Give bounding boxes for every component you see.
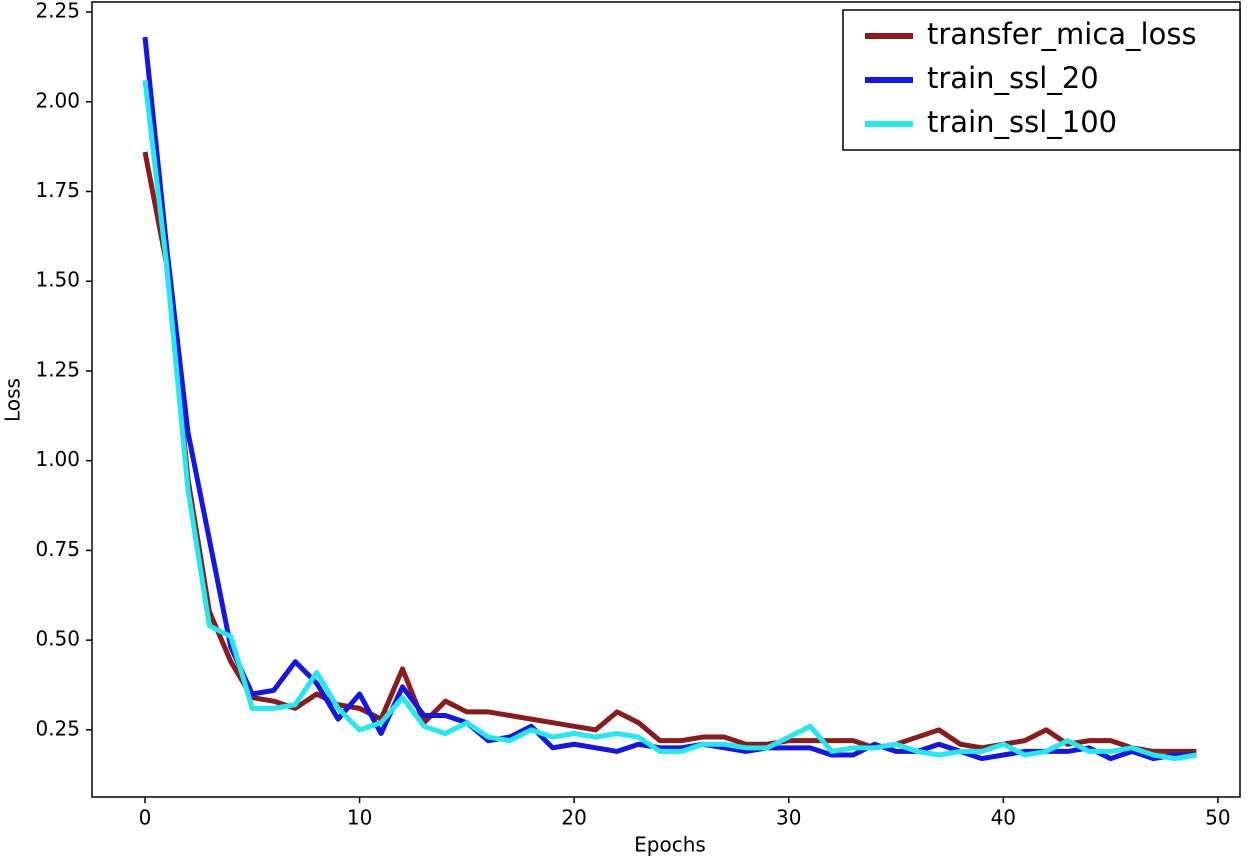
series-line	[142, 151, 1197, 754]
y-tick-label: 1.00	[35, 447, 80, 471]
y-tick-label: 1.75	[35, 178, 80, 202]
x-tick-label: 20	[561, 806, 586, 830]
legend-label: train_ssl_100	[927, 105, 1117, 139]
x-tick-label: 30	[776, 806, 801, 830]
x-tick-label: 10	[347, 806, 372, 830]
x-tick-label: 0	[139, 806, 152, 830]
plot-frame	[91, 1, 1241, 798]
y-axis-label: Loss	[1, 378, 25, 422]
y-tick-label: 1.25	[35, 357, 80, 381]
x-axis-label: Epochs	[634, 833, 706, 857]
legend-label: transfer_mica_loss	[927, 17, 1197, 51]
x-tick-label: 40	[991, 806, 1016, 830]
y-tick-label: 0.25	[35, 716, 80, 740]
y-tick-label: 0.50	[35, 627, 80, 651]
y-tick-label: 0.75	[35, 537, 80, 561]
y-tick-label: 2.00	[35, 88, 80, 112]
y-tick-label: 2.25	[35, 0, 80, 23]
x-tick-label: 50	[1205, 806, 1230, 830]
y-tick-label: 1.50	[35, 268, 80, 292]
series-line	[142, 79, 1197, 762]
legend-label: train_ssl_20	[927, 61, 1099, 95]
